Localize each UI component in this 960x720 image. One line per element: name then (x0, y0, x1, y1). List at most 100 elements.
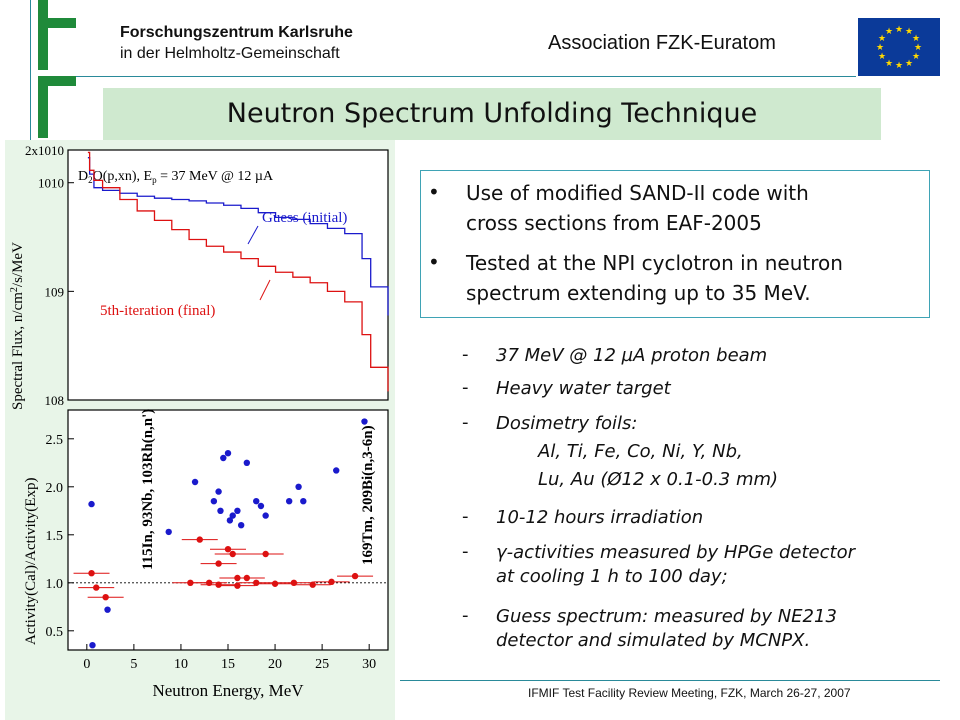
header-rule (76, 76, 856, 77)
logo-bar-vertical-bottom (38, 76, 48, 138)
ratio-ytick-label: 1.5 (46, 529, 64, 544)
rotated-label-left: 115In, 93Nb, 103Rh(n,n') (140, 409, 156, 570)
flux-plot-frame (67, 149, 389, 401)
guess-point (361, 418, 368, 425)
item-gamma: γ-activities measured by HPGe detector (496, 542, 855, 563)
item-dash: - (462, 412, 469, 433)
item-target: Heavy water target (496, 378, 671, 399)
footer-text: IFMIF Test Facility Review Meeting, FZK,… (528, 686, 851, 700)
series-guess-label: Guess (initial) (262, 210, 347, 226)
guess-point (257, 502, 265, 510)
svg-text:★: ★ (895, 60, 903, 70)
flux-annotation: D2O(p,xn), Ep = 37 MeV @ 12 µA (78, 169, 274, 185)
item-guess-line2: detector and simulated by MCNPX. (496, 630, 811, 651)
item-dash: - (462, 541, 469, 562)
ratio-xlabel: Neutron Energy, MeV (152, 681, 304, 700)
item-irradiation: 10-12 hours irradiation (496, 507, 704, 528)
guess-point (253, 498, 260, 505)
guess-point (215, 488, 222, 495)
final-point (196, 536, 203, 543)
final-point (187, 579, 194, 586)
item-foils-line3: Lu, Au (Ø12 x 0.1-0.3 mm) (538, 469, 779, 490)
item-dash: - (462, 344, 469, 365)
final-point (88, 570, 95, 577)
svg-text:★: ★ (912, 51, 920, 61)
flux-ylabel: Spectral Flux, n/cm2/s/MeV (9, 242, 26, 410)
logo-bar-vertical-top (38, 0, 48, 70)
item-foils: Dosimetry foils: (496, 413, 638, 434)
eu-stars: ★ ★★ ★★★ ★★★ ★★★ (876, 24, 922, 70)
guess-point (333, 467, 340, 474)
svg-text:★: ★ (895, 24, 903, 34)
bullet-2-line1: Tested at the NPI cyclotron in neutron (466, 251, 843, 275)
association-label: Association FZK-Euratom (548, 32, 776, 54)
svg-text:★: ★ (885, 58, 893, 68)
final-point (224, 546, 232, 553)
guess-point (89, 642, 96, 649)
item-foils-line2: Al, Ti, Fe, Co, Ni, Y, Nb, (538, 441, 743, 462)
flux-ytick-label: 108 (45, 393, 65, 408)
eu-flag-icon: ★ ★ ★ ★ ★ ★ ★ ★ ★ ★ ★ ★ (858, 18, 940, 76)
guess-point (104, 606, 111, 613)
guess-point (220, 454, 227, 462)
guess-point (229, 512, 236, 519)
page-title: Neutron Spectrum Unfolding Technique (226, 98, 758, 129)
guess-point (295, 483, 302, 490)
institution-name: Forschungszentrum Karlsruhe (120, 24, 353, 41)
bullet-dot-1: • (428, 180, 440, 204)
final-point (328, 578, 335, 586)
guess-point (262, 512, 269, 519)
svg-text:★: ★ (878, 51, 886, 61)
flux-ytick-label: 2x1010 (25, 143, 64, 158)
logo-bar-horizontal-top (38, 18, 76, 28)
ratio-xtick-label: 5 (130, 657, 137, 672)
ratio-ytick-label: 0.5 (46, 625, 64, 640)
series-guess-line (87, 157, 389, 316)
guess-point (237, 522, 245, 529)
guess-point (226, 517, 234, 524)
final-point (229, 550, 236, 558)
guess-point (217, 507, 224, 514)
header-rule-vertical (30, 0, 31, 140)
ratio-xtick-label: 10 (174, 657, 188, 672)
ratio-xtick-label: 30 (362, 657, 376, 672)
logo-bar-horizontal-bottom (38, 76, 76, 86)
svg-text:★: ★ (878, 33, 886, 43)
series-final-line (87, 151, 389, 392)
final-point (271, 580, 279, 587)
footer-rule (400, 680, 940, 681)
guess-point (210, 498, 218, 505)
guess-point (88, 500, 95, 508)
guess-point (165, 528, 172, 536)
svg-text:★: ★ (905, 58, 913, 68)
guess-pointer (247, 225, 259, 245)
ratio-xtick-label: 25 (315, 657, 329, 672)
final-point (215, 560, 222, 567)
guess-point (234, 507, 241, 514)
bullet-1-line1: Use of modified SAND-II code with (466, 181, 809, 205)
flux-ytick-label: 1010 (38, 176, 64, 191)
final-point (234, 582, 241, 589)
ratio-xtick-label: 20 (268, 657, 282, 672)
item-dash: - (462, 506, 469, 527)
bullet-dot-2: • (428, 250, 440, 274)
bullet-1-line2: cross sections from EAF-2005 (466, 211, 762, 235)
ratio-ylabel: Activity(Cal)/Activity(Exp) (23, 478, 39, 645)
guess-point (191, 478, 199, 486)
svg-text:★: ★ (914, 42, 922, 52)
guess-point (243, 459, 251, 466)
item-beam: 37 MeV @ 12 µA proton beam (496, 345, 768, 366)
final-point (215, 581, 222, 588)
series-final-label: 5th-iteration (final) (100, 303, 215, 319)
ratio-plot-frame (67, 409, 389, 651)
bullet-2-line2: spectrum extending up to 35 MeV. (466, 281, 811, 305)
ratio-xtick-label: 0 (83, 657, 90, 672)
final-point (262, 550, 269, 558)
item-guess: Guess spectrum: measured by NE213 (496, 606, 837, 627)
rotated-label-right: 169Tm, 209Bi(n,3-6n) (360, 425, 376, 565)
svg-text:★: ★ (912, 33, 920, 43)
item-dash: - (462, 605, 469, 626)
ratio-xtick-label: 15 (221, 657, 235, 672)
final-point (253, 579, 260, 586)
flux-ytick-label: 109 (45, 284, 65, 299)
